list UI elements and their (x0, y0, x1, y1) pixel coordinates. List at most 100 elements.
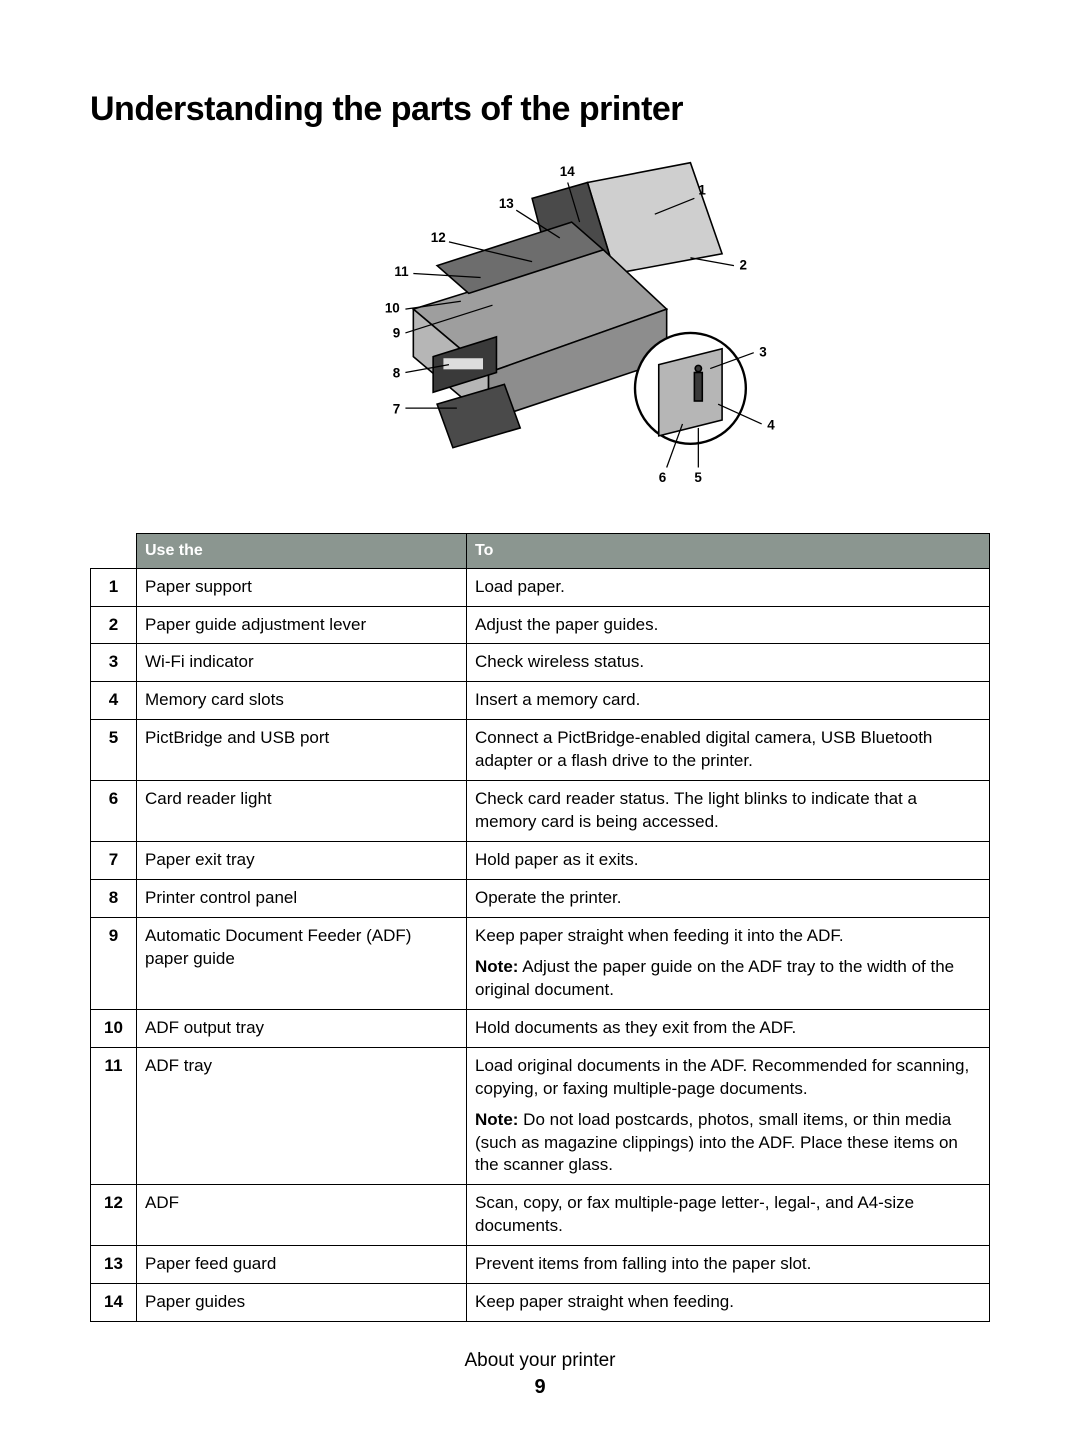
row-use: Paper exit tray (137, 842, 467, 880)
row-to: Prevent items from falling into the pape… (467, 1246, 990, 1284)
row-to: Hold paper as it exits. (467, 842, 990, 880)
row-use: ADF (137, 1185, 467, 1246)
row-to-note: Note: Do not load postcards, photos, sma… (475, 1109, 981, 1178)
row-number: 10 (91, 1009, 137, 1047)
callout-11: 11 (394, 264, 409, 279)
row-to: Hold documents as they exit from the ADF… (467, 1009, 990, 1047)
row-use: ADF output tray (137, 1009, 467, 1047)
row-use: PictBridge and USB port (137, 720, 467, 781)
row-to: Keep paper straight when feeding. (467, 1284, 990, 1322)
table-row: 13Paper feed guard Prevent items from fal… (91, 1246, 990, 1284)
row-to-text: Adjust the paper guides. (475, 614, 981, 637)
row-use: Wi-Fi indicator (137, 644, 467, 682)
table-row: 8Printer control panel Operate the printe… (91, 880, 990, 918)
row-number: 12 (91, 1185, 137, 1246)
row-to: Load original documents in the ADF. Reco… (467, 1047, 990, 1185)
row-to-text: Check card reader status. The light blin… (475, 788, 981, 834)
row-to-text: Prevent items from falling into the pape… (475, 1253, 981, 1276)
callout-14: 14 (560, 164, 575, 179)
col-header-to: To (467, 534, 990, 569)
col-header-use: Use the (137, 534, 467, 569)
callout-9: 9 (393, 326, 400, 341)
table-row: 14Paper guides Keep paper straight when f… (91, 1284, 990, 1322)
row-use: Paper feed guard (137, 1246, 467, 1284)
row-to: Operate the printer. (467, 880, 990, 918)
row-number: 13 (91, 1246, 137, 1284)
row-to: Connect a PictBridge-enabled digital cam… (467, 720, 990, 781)
row-number: 9 (91, 917, 137, 1009)
footer-section-title: About your printer (90, 1350, 990, 1372)
table-header-row: Use the To (91, 534, 990, 569)
table-row: 5PictBridge and USB portConnect a PictBr… (91, 720, 990, 781)
row-use: Paper guide adjustment lever (137, 606, 467, 644)
callout-7: 7 (393, 402, 400, 417)
row-to-text: Connect a PictBridge-enabled digital cam… (475, 727, 981, 773)
callout-5: 5 (694, 470, 702, 485)
row-to: Load paper. (467, 568, 990, 606)
row-use: Paper support (137, 568, 467, 606)
row-number: 8 (91, 880, 137, 918)
row-to-note: Note: Adjust the paper guide on the ADF … (475, 956, 981, 1002)
col-header-number (91, 534, 137, 569)
note-label: Note: (475, 1110, 518, 1129)
table-row: 3Wi-Fi indicator Check wireless status. (91, 644, 990, 682)
row-to: Keep paper straight when feeding it into… (467, 917, 990, 1009)
row-use: Memory card slots (137, 682, 467, 720)
row-use: Card reader light (137, 781, 467, 842)
callout-13: 13 (499, 196, 514, 211)
row-number: 11 (91, 1047, 137, 1185)
table-row: 10ADF output tray Hold documents as they … (91, 1009, 990, 1047)
row-number: 6 (91, 781, 137, 842)
row-to-text: Keep paper straight when feeding it into… (475, 925, 981, 948)
row-use: Printer control panel (137, 880, 467, 918)
row-to: Adjust the paper guides. (467, 606, 990, 644)
table-row: 11ADF trayLoad original documents in the… (91, 1047, 990, 1185)
printer-parts-diagram: 1 2 3 4 5 6 7 8 9 10 11 12 13 14 (230, 135, 850, 515)
callout-12: 12 (431, 230, 446, 245)
row-number: 7 (91, 842, 137, 880)
row-number: 1 (91, 568, 137, 606)
row-use: ADF tray (137, 1047, 467, 1185)
note-label: Note: (475, 957, 518, 976)
row-to-text: Load original documents in the ADF. Reco… (475, 1055, 981, 1101)
callout-2: 2 (740, 258, 747, 273)
document-page: Understanding the parts of the printer (0, 0, 1080, 1439)
row-use: Paper guides (137, 1284, 467, 1322)
table-row: 4Memory card slots Insert a memory card. (91, 682, 990, 720)
callout-6: 6 (659, 470, 666, 485)
row-to: Scan, copy, or fax multiple-page letter-… (467, 1185, 990, 1246)
table-row: 9Automatic Document Feeder (ADF) paper g… (91, 917, 990, 1009)
row-to-text: Scan, copy, or fax multiple-page letter-… (475, 1192, 981, 1238)
row-to-text: Hold paper as it exits. (475, 849, 981, 872)
row-number: 14 (91, 1284, 137, 1322)
page-title: Understanding the parts of the printer (90, 90, 990, 129)
row-to-text: Check wireless status. (475, 651, 981, 674)
table-row: 2Paper guide adjustment lever Adjust the … (91, 606, 990, 644)
row-number: 5 (91, 720, 137, 781)
callout-3: 3 (759, 345, 766, 360)
row-to-text: Hold documents as they exit from the ADF… (475, 1017, 981, 1040)
row-to-text: Insert a memory card. (475, 689, 981, 712)
table-row: 7Paper exit tray Hold paper as it exits. (91, 842, 990, 880)
table-row: 12ADFScan, copy, or fax multiple-page le… (91, 1185, 990, 1246)
row-use: Automatic Document Feeder (ADF) paper gu… (137, 917, 467, 1009)
callout-4: 4 (767, 418, 775, 433)
row-number: 4 (91, 682, 137, 720)
row-number: 2 (91, 606, 137, 644)
callout-10: 10 (385, 300, 400, 315)
table-row: 1Paper support Load paper. (91, 568, 990, 606)
callout-1: 1 (698, 182, 706, 197)
parts-table: Use the To 1Paper supportLoad paper.2Pap… (90, 533, 990, 1322)
row-to-text: Load paper. (475, 576, 981, 599)
note-text: Do not load postcards, photos, small ite… (475, 1110, 958, 1175)
table-row: 6Card reader lightCheck card reader stat… (91, 781, 990, 842)
row-to-text: Operate the printer. (475, 887, 981, 910)
row-to-text: Keep paper straight when feeding. (475, 1291, 981, 1314)
row-to: Check wireless status. (467, 644, 990, 682)
row-to: Check card reader status. The light blin… (467, 781, 990, 842)
callout-8: 8 (393, 365, 401, 380)
row-number: 3 (91, 644, 137, 682)
row-to: Insert a memory card. (467, 682, 990, 720)
note-text: Adjust the paper guide on the ADF tray t… (475, 957, 954, 999)
page-number: 9 (90, 1376, 990, 1399)
